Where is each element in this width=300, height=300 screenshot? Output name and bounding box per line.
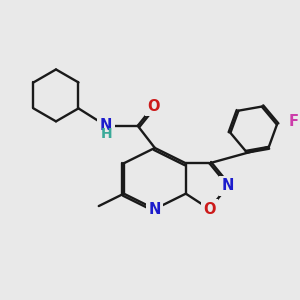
- Text: N: N: [100, 118, 112, 133]
- Text: N: N: [148, 202, 161, 217]
- Text: O: O: [147, 99, 160, 114]
- Text: F: F: [289, 114, 299, 129]
- Text: O: O: [203, 202, 216, 217]
- Text: H: H: [101, 127, 112, 141]
- Text: N: N: [222, 178, 234, 194]
